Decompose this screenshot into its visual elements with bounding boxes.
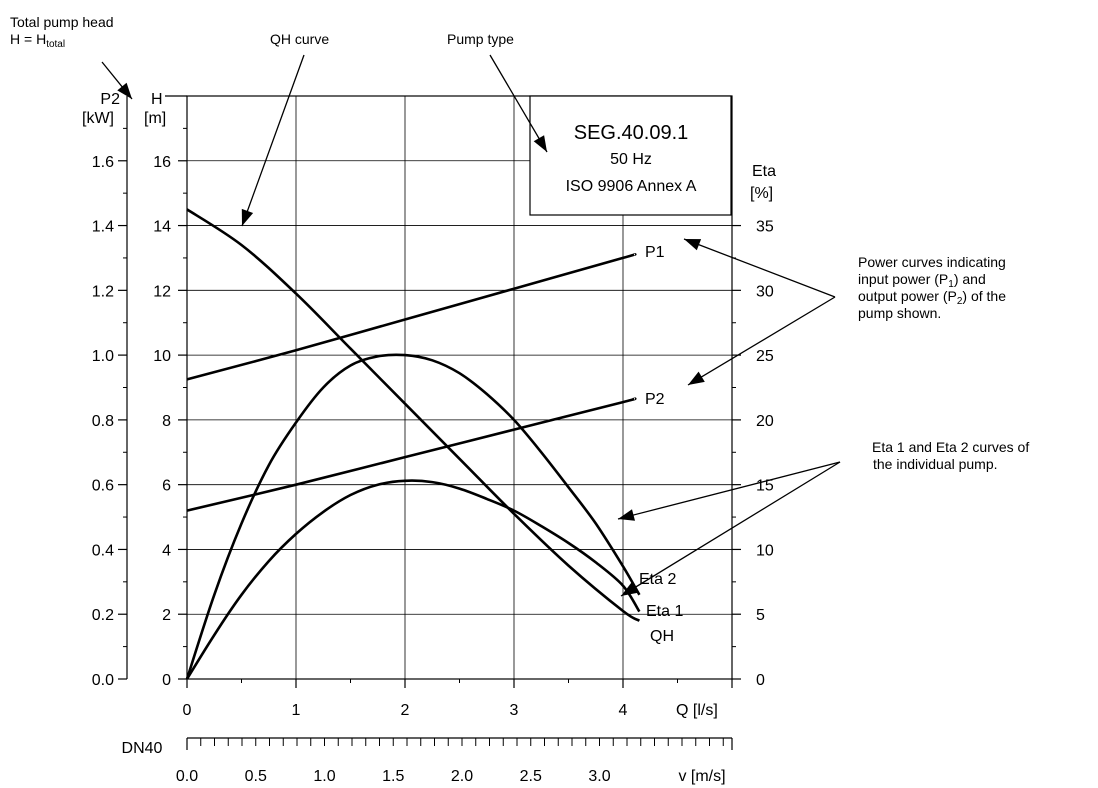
eta2-arrow-head [618, 509, 635, 521]
flow-axis-tick-label: 1 [292, 702, 301, 719]
pump-standard: ISO 9906 Annex A [566, 178, 697, 195]
p2-curve-label: P2 [645, 391, 665, 408]
curve-labels: QH Eta 1 Eta 2 P1 P2 [639, 244, 683, 645]
flow-axis-label: Q [l/s] [676, 702, 718, 719]
pump-type-annotation: Pump type [447, 31, 514, 47]
velocity-axis-tick-label: 1.5 [382, 768, 404, 785]
eta-2-curve [185, 353, 641, 680]
velocity-axis-label: v [m/s] [678, 768, 725, 785]
power-axis-tick-label: 0.2 [92, 607, 114, 624]
p2-curve [186, 397, 637, 512]
flow-axis-tick-label: 4 [619, 702, 628, 719]
velocity-axis-tick-label: 0.0 [176, 768, 198, 785]
qh-curve-arrow-head [241, 208, 254, 226]
pump-type-box: SEG.40.09.1 50 Hz ISO 9906 Annex A [529, 95, 732, 216]
power-p2-arrow-head [688, 371, 705, 385]
pump-type-arrow-line [489, 54, 548, 153]
eta1-arrow-head [621, 582, 638, 596]
eta-annotation-line1: Eta 1 and Eta 2 curves of [872, 439, 1030, 455]
eta-axis-tick-label: 30 [756, 283, 774, 300]
qh-curve-annotation: QH curve [270, 31, 330, 47]
power-curves-annotation: Power curves indicating input power (P1)… [858, 254, 1006, 322]
head-axis-tick-label: 4 [162, 542, 171, 559]
eta-axis-tick-label: 35 [756, 219, 774, 236]
eta1-arrow-line [620, 461, 841, 597]
eta-curves-annotation: Eta 1 and Eta 2 curves of the individual… [872, 439, 1029, 473]
power-annotation-line3: output power (P2) of the [858, 288, 1006, 307]
qh-curve [186, 208, 641, 622]
power-axis-unit-bracket: [kW] [82, 110, 114, 127]
power-annotation-line1: Power curves indicating [858, 254, 1006, 270]
velocity-axis-tick-label: 2.0 [451, 768, 473, 785]
eta2-arrow-line [617, 461, 841, 520]
eta-axis-tick-label: 10 [756, 542, 774, 559]
pump-type-arrow-head [533, 135, 547, 152]
power-axis-tick-label: 0.0 [92, 672, 114, 689]
power-annotation-line2: input power (P1) and [858, 271, 986, 290]
eta-axis-tick-label: 25 [756, 348, 774, 365]
head-axis-unit: H [151, 91, 163, 108]
eta-axis-tick-label: 5 [756, 607, 765, 624]
grid [187, 96, 732, 679]
velocity-axis-tick-label: 3.0 [588, 768, 610, 785]
velocity-axis-tick-label: 1.0 [313, 768, 335, 785]
velocity-axis-prefix: DN40 [122, 740, 163, 757]
annotation-arrows [101, 54, 841, 597]
total-pump-head-line2: H = Htotal [10, 31, 66, 50]
flow-axis-tick-label: 0 [183, 702, 192, 719]
eta-1-curve [185, 479, 641, 680]
velocity-axis-tick-label: 2.5 [520, 768, 542, 785]
eta-axis-unit-bracket: [%] [750, 185, 773, 202]
head-axis-tick-label: 0 [162, 672, 171, 689]
axes: 0.00.20.40.60.81.01.21.41.6P2[kW]0246810… [82, 91, 776, 785]
eta-axis-tick-label: 20 [756, 413, 774, 430]
eta-axis-tick-label: 0 [756, 672, 765, 689]
pump-model: SEG.40.09.1 [574, 122, 689, 144]
power-axis-tick-label: 0.8 [92, 413, 114, 430]
qh-curve-arrow-line [241, 54, 305, 227]
total-pump-head-annotation: Total pump head H = Htotal [10, 14, 114, 50]
head-axis-tick-label: 6 [162, 478, 171, 495]
head-axis-tick-label: 2 [162, 607, 171, 624]
eta-2-curve-label: Eta 2 [639, 571, 676, 588]
power-axis-tick-label: 0.4 [92, 542, 114, 559]
eta-1-curve-label: Eta 1 [646, 603, 683, 620]
power-axis-tick-label: 0.6 [92, 478, 114, 495]
head-axis-unit-bracket: [m] [144, 110, 166, 127]
power-annotation-line4: pump shown. [858, 305, 942, 321]
pump-type-box-frame [529, 95, 732, 216]
power-p2-arrow-line [687, 296, 836, 386]
total-pump-head-line1: Total pump head [10, 14, 114, 30]
pump-frequency: 50 Hz [610, 151, 652, 168]
power-p1-arrow-line [683, 238, 836, 298]
eta-annotation-line2: the individual pump. [873, 456, 998, 472]
p1-curve-label: P1 [645, 244, 665, 261]
head-axis-tick-label: 10 [153, 348, 171, 365]
power-axis-tick-label: 1.2 [92, 283, 114, 300]
head-axis-tick-label: 12 [153, 283, 171, 300]
total-head-arrow-head [117, 82, 132, 99]
p1-curve [186, 253, 637, 381]
velocity-axis-tick-label: 0.5 [245, 768, 267, 785]
head-axis-tick-label: 16 [153, 154, 171, 171]
eta-axis-unit: Eta [752, 163, 776, 180]
head-axis-tick-label: 14 [153, 219, 171, 236]
head-axis-tick-label: 8 [162, 413, 171, 430]
power-p1-arrow-head [684, 239, 702, 251]
power-axis-unit: P2 [100, 91, 120, 108]
power-axis-tick-label: 1.4 [92, 219, 114, 236]
flow-axis-tick-label: 3 [510, 702, 519, 719]
qh-curve-label: QH [650, 628, 674, 645]
flow-axis-tick-label: 2 [401, 702, 410, 719]
power-axis-tick-label: 1.6 [92, 154, 114, 171]
curves [185, 208, 641, 680]
power-axis-tick-label: 1.0 [92, 348, 114, 365]
